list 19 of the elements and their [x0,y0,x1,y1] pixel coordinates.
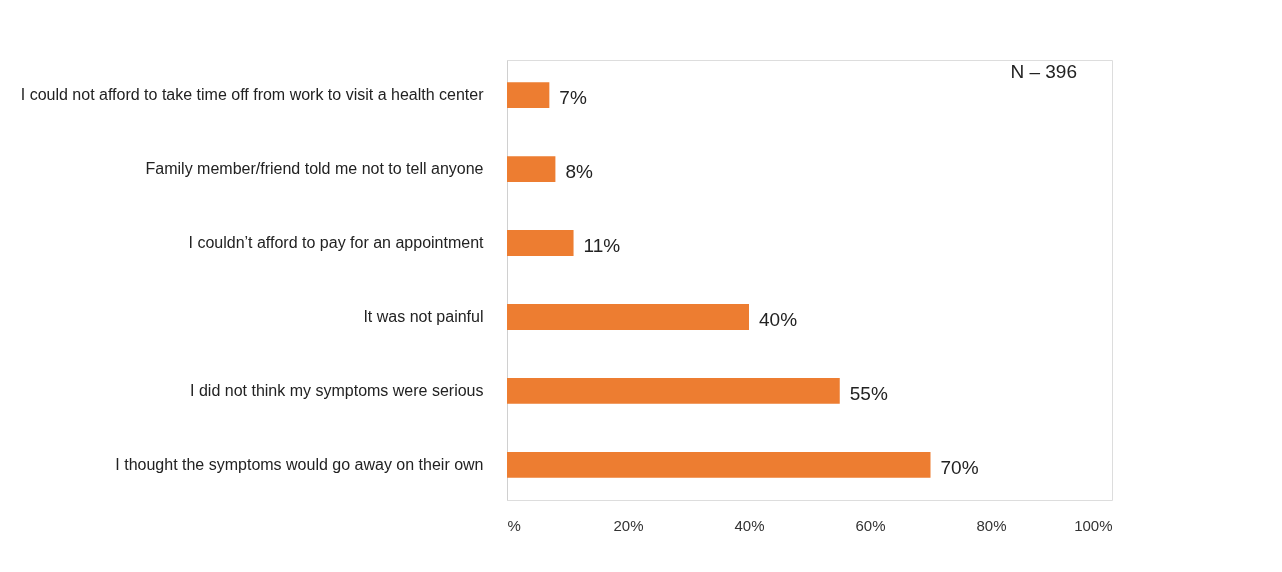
y-tick-label: I did not think my symptoms were serious [190,381,484,399]
y-tick-label: I couldn’t afford to pay for an appointment [188,234,485,252]
x-tick-label: 100% [1074,516,1113,534]
y-tick-label: Family member/friend told me not to tell anyone [145,160,484,178]
x-tick-label: 60% [855,516,886,534]
data-label: 11% [583,235,621,257]
x-tick-label: 20% [613,516,644,534]
y-tick-label: I could not afford to take time off from work to visit a health center [20,86,485,104]
data-label: 7% [559,87,587,109]
x-tick-label: 80% [976,516,1007,534]
annotation: N – 396 [1010,61,1077,82]
y-tick-label: It was not painful [363,307,484,325]
x-tick-label: 40% [734,516,765,534]
data-label: 55% [849,382,888,404]
data-label: 70% [940,456,979,478]
data-label: 8% [565,161,593,183]
x-tick-label: % [507,516,521,534]
y-tick-label: I thought the symptoms would go away on their own [115,455,484,473]
data-label: 40% [759,308,798,330]
